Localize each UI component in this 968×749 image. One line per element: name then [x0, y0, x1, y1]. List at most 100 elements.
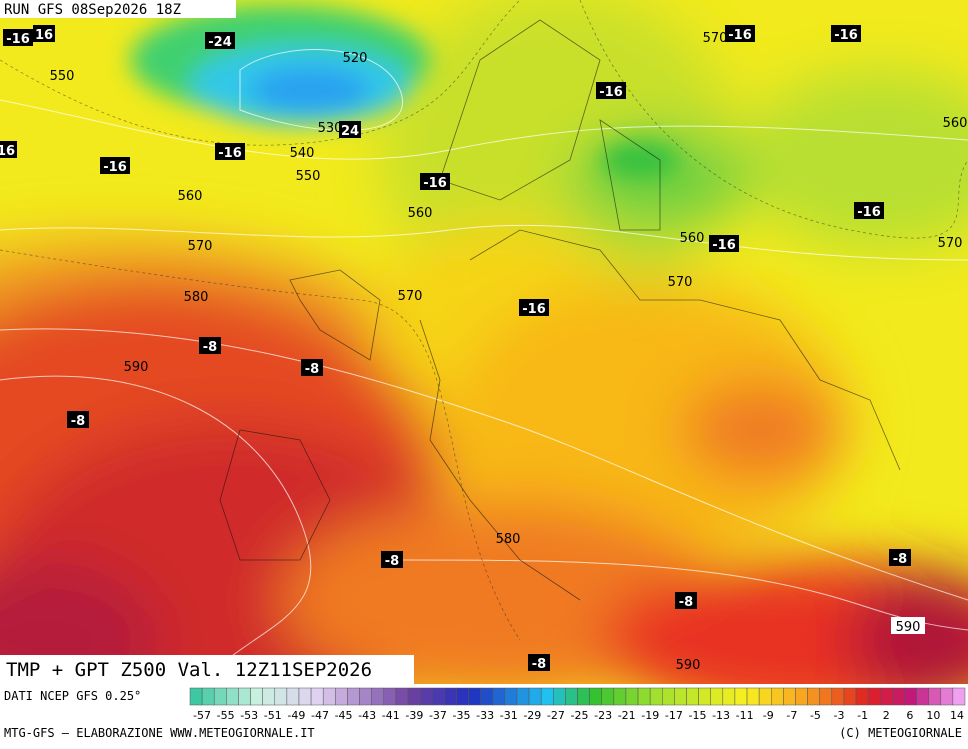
legend-swatch [589, 687, 602, 706]
legend-swatch [819, 687, 833, 706]
legend-swatch [867, 687, 881, 706]
temp-label: -16 [857, 205, 881, 220]
legend-label: -43 [358, 709, 376, 722]
temp-box [301, 359, 323, 376]
legend-swatch [419, 687, 433, 706]
height-label: 550 [296, 169, 321, 184]
legend-swatch [940, 687, 954, 706]
legend-swatch [637, 687, 651, 706]
legend-swatch [734, 687, 748, 706]
legend-label: -31 [500, 709, 518, 722]
legend-swatch [383, 687, 397, 706]
legend-swatch [855, 687, 869, 706]
temp-box [519, 299, 549, 316]
temp-label: -16 [522, 302, 546, 317]
legend-label: -23 [594, 709, 612, 722]
legend-swatch [371, 687, 384, 706]
temp-box [205, 32, 235, 49]
height-label: 560 [178, 189, 203, 204]
legend-swatch [347, 687, 360, 706]
height-label: 560 [408, 206, 433, 221]
legend-label: -17 [665, 709, 683, 722]
temp-label: -8 [679, 595, 693, 610]
legend-swatch [916, 687, 929, 706]
temp-label: -16 [423, 176, 447, 191]
legend-label: -35 [453, 709, 471, 722]
height-label: 590 [896, 620, 921, 635]
legend-swatch [601, 687, 615, 706]
temp-box [596, 82, 626, 99]
height-label: 570 [668, 275, 693, 290]
legend-swatch [807, 687, 820, 706]
label-box [891, 617, 925, 634]
legend-swatch [698, 687, 711, 706]
legend-swatch [238, 687, 251, 706]
temp-label: -8 [532, 657, 546, 672]
height-label: 560 [943, 116, 968, 131]
legend-label: 14 [950, 709, 964, 722]
legend-swatch [795, 687, 808, 706]
legend-swatch [322, 687, 336, 706]
temp-box [675, 592, 697, 609]
map-title: TMP + GPT Z500 Val. 12Z11SEP2026 [6, 659, 372, 681]
temp-box [0, 141, 17, 158]
height-label: 550 [50, 69, 75, 84]
legend-swatch [662, 687, 675, 706]
legend-swatch [468, 687, 481, 706]
legend-label: -55 [217, 709, 235, 722]
temp-box [67, 411, 89, 428]
legend-swatch [577, 687, 590, 706]
legend-swatch [310, 687, 324, 706]
legend-label: -21 [618, 709, 636, 722]
legend-label: -57 [193, 709, 211, 722]
legend-swatch [492, 687, 506, 706]
temp-label: -8 [305, 362, 319, 377]
temp-box [339, 121, 361, 138]
legend-label: -29 [523, 709, 541, 722]
legend-swatch [892, 687, 905, 706]
legend-label: -11 [736, 709, 754, 722]
legend-label: -37 [429, 709, 447, 722]
legend-swatch [262, 687, 276, 706]
legend-swatch [540, 687, 554, 706]
height-label: 560 [680, 231, 705, 246]
legend-swatch [395, 687, 409, 706]
temp-label: 24 [341, 124, 359, 139]
legend: -57 -55 -53 -51 -49 -47 -45 -43 -41 -39 -37 -35 -33-… [189, 687, 966, 722]
temp-box [100, 157, 130, 174]
temp-box [889, 549, 911, 566]
legend-label: 2 [883, 709, 890, 722]
temp-label: -16 [712, 238, 736, 253]
height-label: 590 [124, 360, 149, 375]
temp-box [854, 202, 884, 219]
source: DATI NCEP GFS 0.25° [4, 689, 141, 703]
legend-swatch [831, 687, 845, 706]
legend-label: 10 [926, 709, 940, 722]
legend-swatch [407, 687, 421, 706]
temp-label: -16 [834, 28, 858, 43]
temp-label: -16 [728, 28, 752, 43]
legend-swatch [444, 687, 457, 706]
temp-box [709, 235, 739, 252]
height-label: 590 [676, 658, 701, 673]
legend-label: -41 [382, 709, 400, 722]
legend-swatch [431, 687, 445, 706]
temp-box [381, 551, 403, 568]
legend-label: -45 [335, 709, 353, 722]
legend-swatch [553, 687, 566, 706]
legend-label: -25 [571, 709, 589, 722]
temp-box [420, 173, 450, 190]
legend-swatch [928, 687, 942, 706]
credit-left: MTG-GFS — ELABORAZIONE WWW.METEOGIORNALE… [4, 726, 315, 740]
legend-swatch [613, 687, 627, 706]
legend-label: -19 [641, 709, 659, 722]
legend-swatch [843, 687, 857, 706]
legend-swatch [758, 687, 772, 706]
legend-label: -49 [287, 709, 305, 722]
legend-swatch [274, 687, 288, 706]
temp-label: -16 [599, 85, 623, 100]
legend-label: 6 [906, 709, 913, 722]
